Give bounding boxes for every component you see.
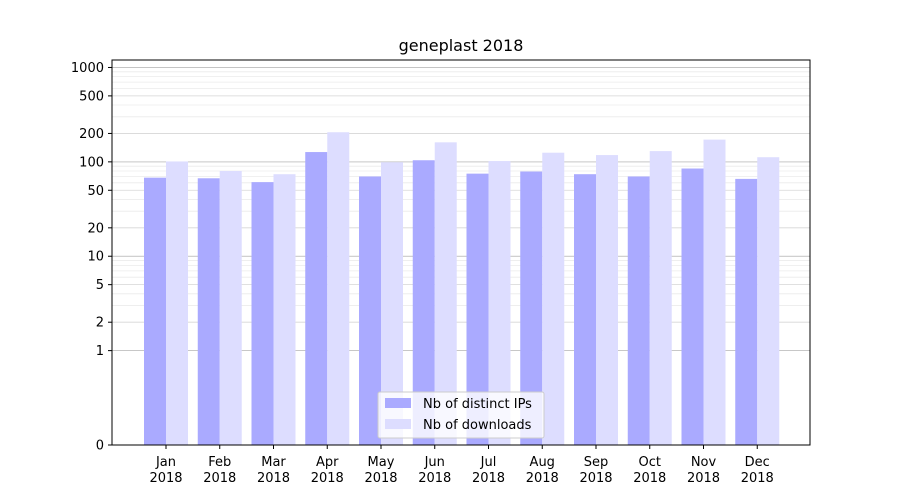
x-tick-label: Nov xyxy=(691,455,717,470)
bar-downloads-6 xyxy=(488,161,511,445)
y-tick-label: 20 xyxy=(87,221,104,236)
x-tick-label: 2018 xyxy=(526,471,559,486)
x-tick-label: Sep xyxy=(584,455,609,470)
x-tick-label: Dec xyxy=(745,455,770,470)
bar-downloads-10 xyxy=(703,139,726,445)
bar-downloads-2 xyxy=(273,174,296,445)
bar-ips-1 xyxy=(197,178,220,445)
x-tick-label: Apr xyxy=(316,455,339,470)
y-axis: 0 1 2 5 10 20 50 100 200 500 1000 xyxy=(71,61,112,454)
y-tick-label: 2 xyxy=(96,316,104,331)
y-tick-label: 1 xyxy=(96,344,104,359)
y-tick-label: 200 xyxy=(79,127,104,142)
legend-label-downloads: Nb of downloads xyxy=(423,418,532,433)
bar-ips-11 xyxy=(735,178,758,445)
bar-downloads-4 xyxy=(381,162,403,445)
y-tick-label: 1000 xyxy=(71,61,104,76)
x-tick-label: Oct xyxy=(639,455,661,470)
x-tick-label: 2018 xyxy=(364,471,397,486)
bar-ips-8 xyxy=(574,174,596,445)
x-tick-label: 2018 xyxy=(687,471,720,486)
y-tick-label: 100 xyxy=(79,155,104,170)
x-tick-label: Mar xyxy=(261,455,286,470)
x-tick-label: 2018 xyxy=(149,471,182,486)
x-tick-label: Aug xyxy=(530,455,555,470)
bar-downloads-7 xyxy=(542,152,565,445)
legend-label-ips: Nb of distinct IPs xyxy=(423,397,532,412)
chart-title: geneplast 2018 xyxy=(399,36,524,55)
bar-ips-3 xyxy=(305,152,328,445)
bar-ips-2 xyxy=(251,182,274,445)
x-tick-label: 2018 xyxy=(633,471,666,486)
bar-downloads-9 xyxy=(649,151,672,446)
legend-box xyxy=(377,391,545,439)
bar-downloads-3 xyxy=(327,132,350,445)
bar-ips-5 xyxy=(412,160,435,445)
x-tick-label: Jun xyxy=(424,455,445,470)
x-tick-label: Jan xyxy=(155,455,176,470)
y-tick-label: 0 xyxy=(96,439,104,454)
bars xyxy=(144,132,780,446)
bar-downloads-0 xyxy=(166,161,188,445)
y-tick-label: 5 xyxy=(96,278,104,293)
x-tick-label: 2018 xyxy=(203,471,236,486)
y-tick-label: 50 xyxy=(87,184,104,199)
bar-downloads-8 xyxy=(596,155,618,445)
x-tick-label: 2018 xyxy=(741,471,774,486)
legend-swatch-ips xyxy=(385,398,411,408)
bar-ips-7 xyxy=(520,171,543,445)
x-tick-label: Jul xyxy=(480,455,497,470)
bar-downloads-1 xyxy=(219,171,242,446)
bar-ips-0 xyxy=(144,177,166,446)
bar-ips-9 xyxy=(627,176,650,445)
x-tick-label: Feb xyxy=(208,455,231,470)
y-tick-label: 10 xyxy=(87,250,104,265)
x-tick-label: 2018 xyxy=(418,471,451,486)
x-tick-label: 2018 xyxy=(311,471,344,486)
legend: Nb of distinct IPs Nb of downloads xyxy=(377,391,545,439)
x-tick-label: 2018 xyxy=(257,471,290,486)
bar-ips-10 xyxy=(681,168,704,445)
bar-ips-6 xyxy=(466,173,489,446)
bar-ips-4 xyxy=(359,176,381,445)
x-tick-label: 2018 xyxy=(472,471,505,486)
x-axis: Jan2018Feb2018Mar2018Apr2018May2018Jun20… xyxy=(149,445,774,486)
y-tick-label: 500 xyxy=(79,89,104,104)
bar-downloads-5 xyxy=(434,142,457,446)
legend-swatch-downloads xyxy=(385,419,411,429)
x-tick-label: May xyxy=(368,455,395,470)
bar-downloads-11 xyxy=(757,157,780,446)
plot-frame xyxy=(111,59,811,446)
x-tick-label: 2018 xyxy=(579,471,612,486)
